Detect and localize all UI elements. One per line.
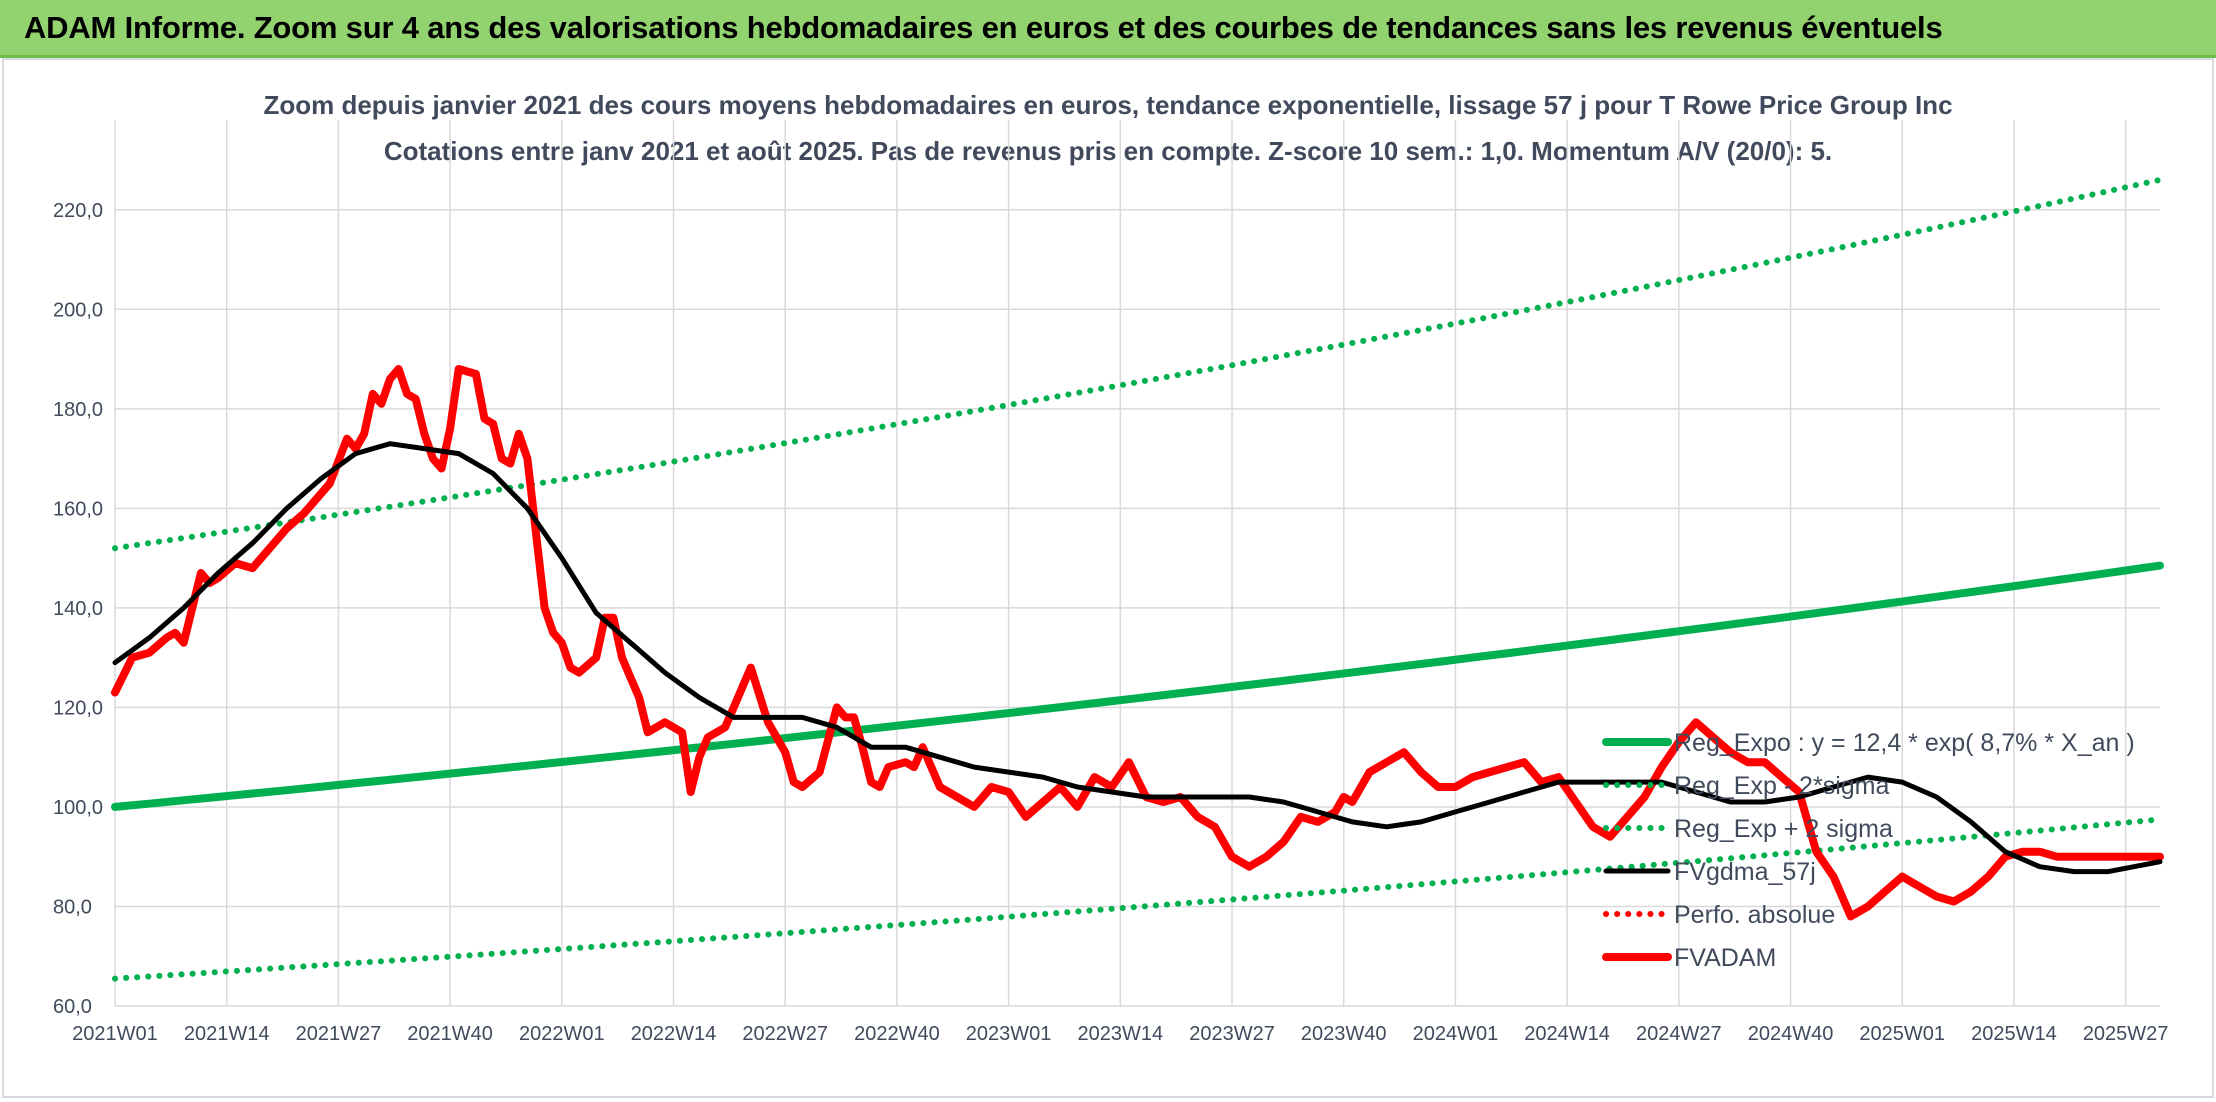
series-lines bbox=[111, 176, 2164, 982]
legend-label: Reg_Exp - 2*sigma bbox=[1674, 772, 1889, 800]
legend-label: FVADAM bbox=[1674, 944, 1776, 972]
x-axis: 2021W01 2021W14 2021W27 2021W40 2022W01 2022W… bbox=[72, 1023, 2168, 1045]
series-line-3 bbox=[112, 441, 2163, 875]
x-tick-label: 2021W27 bbox=[296, 1023, 382, 1045]
y-axis: 60,0 80,0 100,0 120,0 140,0 160,0 180,0 200,0 22… bbox=[53, 200, 103, 1018]
y-tick-label: 120,0 bbox=[53, 697, 103, 719]
x-tick-label: 2024W40 bbox=[1748, 1023, 1834, 1045]
y-tick-label: 160,0 bbox=[53, 498, 103, 520]
x-tick-label: 2022W14 bbox=[631, 1023, 717, 1045]
y-tick-label: 60,0 bbox=[53, 996, 92, 1018]
x-tick-label: 2025W14 bbox=[1971, 1023, 2057, 1045]
x-tick-label: 2023W40 bbox=[1301, 1023, 1387, 1045]
report-header-bar: ADAM Informe. Zoom sur 4 ans des valoris… bbox=[0, 0, 2216, 58]
chart-subtitle: Cotations entre janv 2021 et août 2025. … bbox=[383, 136, 1833, 166]
x-tick-label: 2023W14 bbox=[1078, 1023, 1164, 1045]
y-tick-label: 200,0 bbox=[53, 299, 103, 321]
y-tick-label: 100,0 bbox=[53, 797, 103, 819]
x-tick-label: 2024W27 bbox=[1636, 1023, 1722, 1045]
legend-label: FVgdma_57j bbox=[1674, 858, 1816, 886]
report-title: ADAM Informe. Zoom sur 4 ans des valoris… bbox=[24, 10, 1943, 45]
y-tick-label: 80,0 bbox=[53, 896, 92, 918]
y-tick-label: 180,0 bbox=[53, 399, 103, 421]
x-tick-label: 2023W27 bbox=[1189, 1023, 1275, 1045]
series-line-0 bbox=[111, 561, 2164, 811]
grid-lines bbox=[114, 120, 2160, 1007]
chart-frame bbox=[2, 58, 2214, 1098]
x-tick-label: 2021W14 bbox=[184, 1023, 270, 1045]
x-tick-label: 2022W40 bbox=[854, 1023, 940, 1045]
y-tick-label: 220,0 bbox=[53, 200, 103, 222]
series-line-2 bbox=[112, 176, 2163, 552]
legend-label: Perfo. absolue bbox=[1674, 901, 1835, 929]
series-line-1 bbox=[112, 816, 2163, 982]
chart-title: Zoom depuis janvier 2021 des cours moyen… bbox=[263, 90, 1953, 120]
legend-label: Reg_Exp + 2 sigma bbox=[1674, 815, 1893, 843]
x-tick-label: 2021W40 bbox=[407, 1023, 493, 1045]
legend-label: Reg_Expo : y = 12,4 * exp( 8,7% * X_an ) bbox=[1674, 729, 2135, 757]
y-tick-label: 140,0 bbox=[53, 598, 103, 620]
x-tick-label: 2024W14 bbox=[1524, 1023, 1610, 1045]
x-tick-label: 2023W01 bbox=[966, 1023, 1052, 1045]
legend: Reg_Expo : y = 12,4 * exp( 8,7% * X_an )… bbox=[1602, 729, 2135, 972]
x-tick-label: 2021W01 bbox=[72, 1023, 158, 1045]
series-line-5 bbox=[111, 365, 2164, 921]
x-tick-label: 2022W27 bbox=[742, 1023, 828, 1045]
x-tick-label: 2025W27 bbox=[2083, 1023, 2169, 1045]
x-tick-label: 2025W01 bbox=[1859, 1023, 1945, 1045]
x-tick-label: 2024W01 bbox=[1413, 1023, 1499, 1045]
x-tick-label: 2022W01 bbox=[519, 1023, 605, 1045]
